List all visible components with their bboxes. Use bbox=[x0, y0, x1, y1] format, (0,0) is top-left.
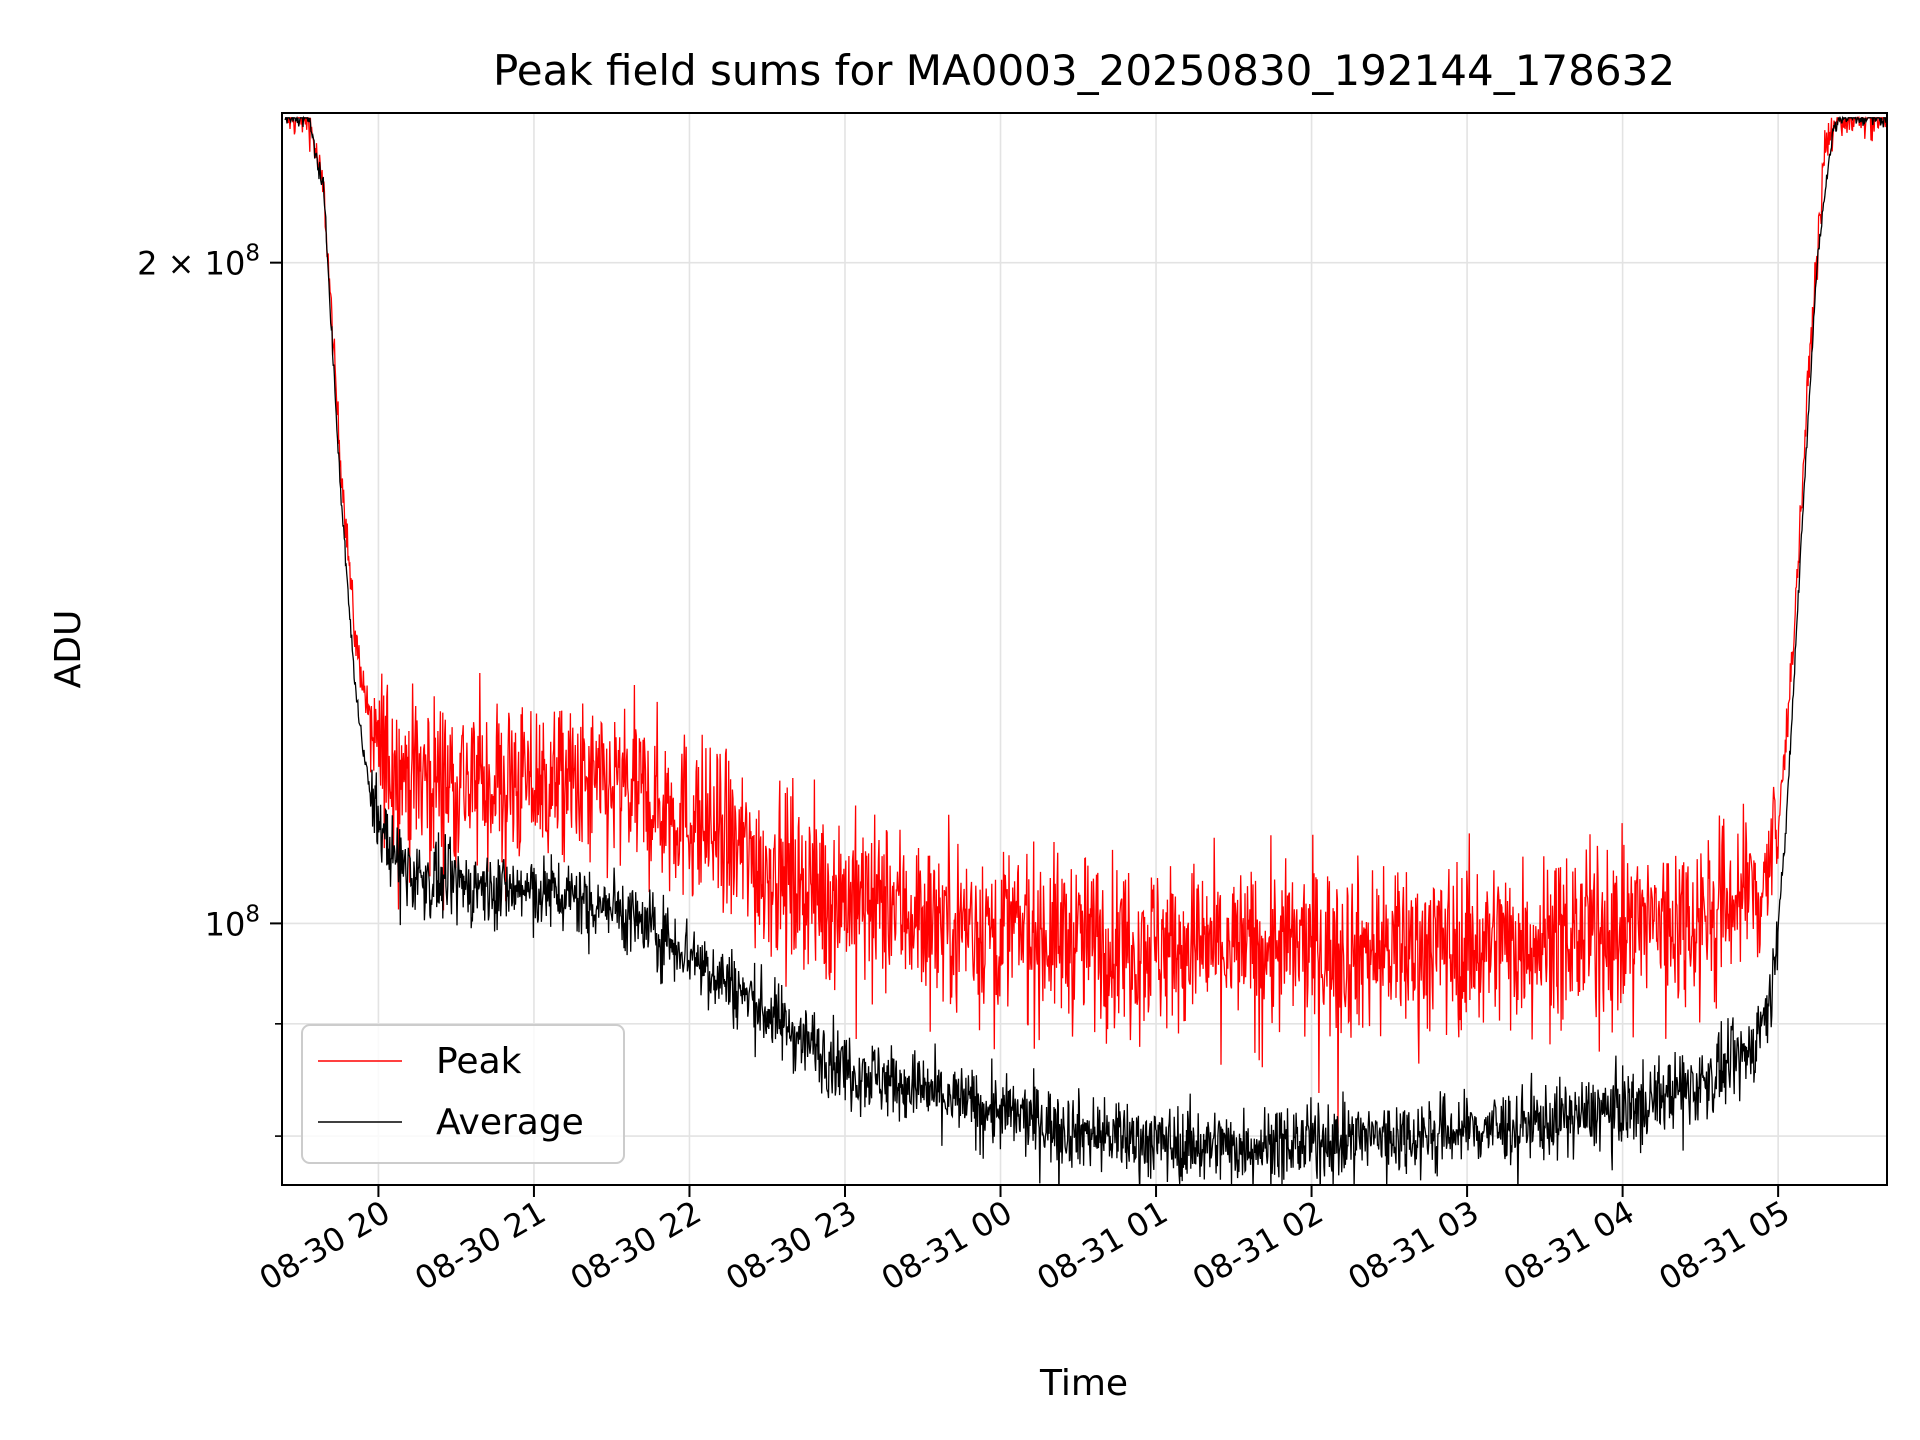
plot-frame bbox=[281, 112, 1888, 1186]
chart-title: Peak field sums for MA0003_20250830_1921… bbox=[493, 46, 1675, 95]
y-tick-label: 2 × 108 bbox=[137, 241, 260, 283]
legend-label-average: Average bbox=[436, 1102, 584, 1143]
y-tick-label: 108 bbox=[205, 901, 260, 943]
series-line-average bbox=[284, 115, 1887, 1185]
legend-label-peak: Peak bbox=[436, 1041, 522, 1082]
legend-frame bbox=[301, 1024, 625, 1164]
y-axis-label: ADU bbox=[48, 610, 89, 689]
legend: Peak Average bbox=[301, 1024, 625, 1164]
x-axis-label: Time bbox=[1039, 1363, 1128, 1404]
series-group bbox=[284, 115, 1887, 1185]
series-line-peak bbox=[285, 115, 1887, 1134]
